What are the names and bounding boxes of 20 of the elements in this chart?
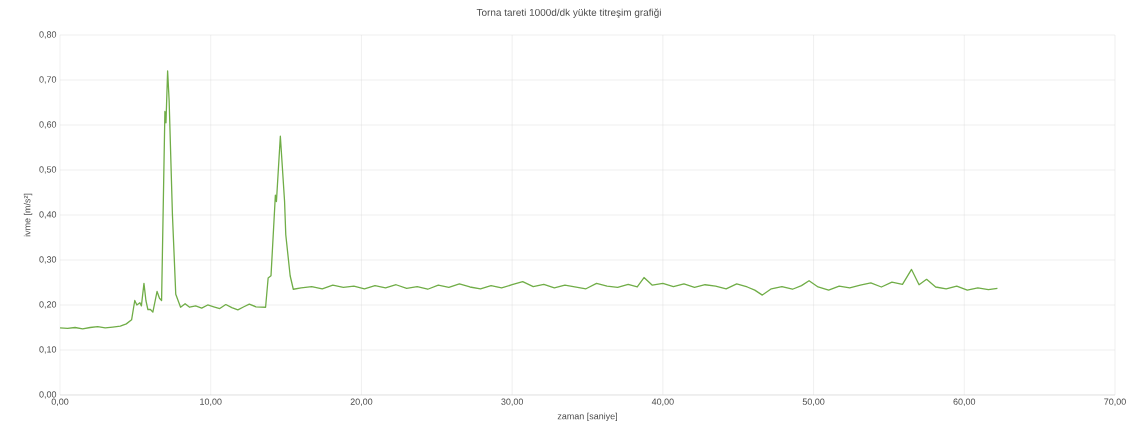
x-axis-title: zaman [saniye] [557,412,617,422]
x-tick-label: 70,00 [1104,398,1126,406]
y-tick-label: 0,40 [39,211,57,219]
x-tick-label: 20,00 [350,398,373,406]
y-tick-label: 0,10 [39,346,57,354]
y-tick-label: 0,80 [39,31,57,39]
x-tick-label: 50,00 [802,398,825,406]
x-tick-label: 60,00 [953,398,976,406]
y-tick-label: 0,00 [39,391,57,399]
x-tick-label: 10,00 [200,398,222,406]
y-tick-label: 0,50 [39,166,57,174]
y-tick-label: 0,70 [39,76,57,84]
y-tick-label: 0,20 [39,301,57,309]
y-tick-label: 0,60 [39,121,57,129]
y-axis-title: ivme [m/s²] [23,193,33,237]
y-tick-label: 0,30 [39,256,57,264]
chart-title: Torna tareti 1000d/dk yükte titreşim grafiği [476,8,661,18]
x-tick-label: 0,00 [51,398,69,406]
x-tick-label: 30,00 [501,398,524,406]
x-tick-label: 40,00 [651,398,674,406]
